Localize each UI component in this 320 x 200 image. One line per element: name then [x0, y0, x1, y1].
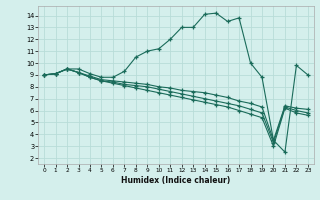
X-axis label: Humidex (Indice chaleur): Humidex (Indice chaleur)	[121, 176, 231, 185]
